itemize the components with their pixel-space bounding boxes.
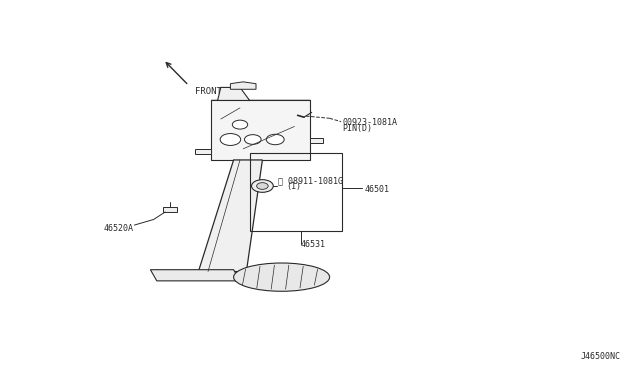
Text: 46501: 46501 [365, 185, 390, 193]
Text: Ⓝ 08911-1081G: Ⓝ 08911-1081G [278, 176, 344, 185]
Polygon shape [230, 82, 256, 89]
Circle shape [232, 120, 248, 129]
Circle shape [252, 180, 273, 192]
Circle shape [244, 135, 261, 144]
Bar [250, 153, 342, 231]
Polygon shape [198, 160, 262, 272]
Polygon shape [211, 87, 310, 100]
Ellipse shape [234, 263, 330, 291]
Circle shape [257, 183, 268, 189]
Text: (1): (1) [286, 182, 301, 191]
Polygon shape [310, 138, 323, 143]
Text: FRONT: FRONT [195, 87, 222, 96]
Bar [211, 100, 310, 160]
Bar [163, 207, 177, 212]
Circle shape [266, 134, 284, 145]
Polygon shape [150, 270, 240, 281]
Text: 46520A: 46520A [104, 224, 133, 232]
Text: 00923-1081A: 00923-1081A [342, 118, 397, 126]
Circle shape [220, 134, 241, 145]
Text: J46500NC: J46500NC [581, 352, 621, 361]
Text: 46531: 46531 [301, 240, 326, 249]
Polygon shape [195, 149, 211, 154]
Text: PIN(D): PIN(D) [342, 124, 372, 133]
